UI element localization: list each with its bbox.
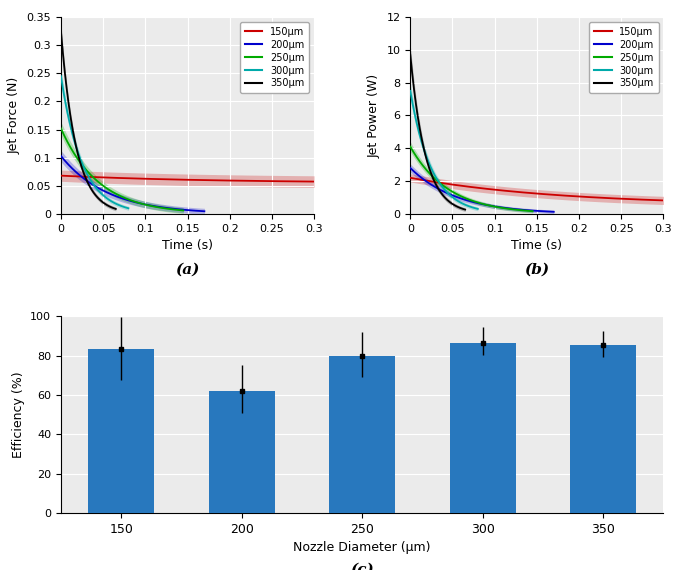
Y-axis label: Jet Power (W): Jet Power (W) — [368, 74, 381, 157]
Bar — [450, 343, 516, 513]
X-axis label: Time (s): Time (s) — [511, 239, 563, 252]
Bar — [329, 356, 395, 513]
Text: (a): (a) — [175, 263, 200, 277]
Y-axis label: Jet Force (N): Jet Force (N) — [8, 77, 21, 154]
Text: (c): (c) — [350, 562, 374, 570]
Bar — [570, 345, 636, 513]
Legend: 150μm, 200μm, 250μm, 300μm, 350μm: 150μm, 200μm, 250μm, 300μm, 350μm — [240, 22, 309, 93]
Text: (b): (b) — [524, 263, 550, 277]
Bar — [88, 349, 154, 513]
X-axis label: Time (s): Time (s) — [162, 239, 213, 252]
X-axis label: Nozzle Diameter (μm): Nozzle Diameter (μm) — [293, 542, 431, 554]
Legend: 150μm, 200μm, 250μm, 300μm, 350μm: 150μm, 200μm, 250μm, 300μm, 350μm — [589, 22, 659, 93]
Y-axis label: Efficiency (%): Efficiency (%) — [12, 371, 24, 458]
Bar — [209, 391, 275, 513]
